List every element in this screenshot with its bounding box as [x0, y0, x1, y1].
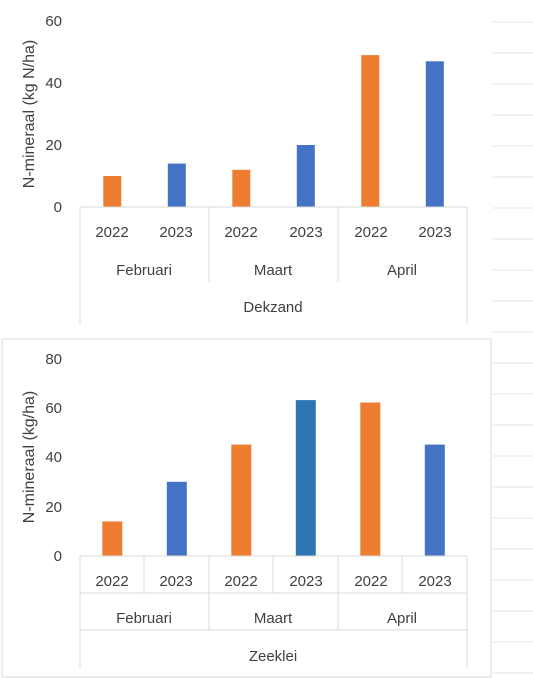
y-tick-label: 80	[45, 351, 62, 368]
bar-series	[102, 400, 445, 557]
year-label: 2022	[95, 573, 128, 590]
year-label: 2022	[95, 224, 128, 241]
y-axis-label: N-mineraal (kg N/ha)	[21, 40, 38, 188]
bar-dekzand-3	[232, 169, 251, 207]
bar-series	[103, 55, 444, 207]
y-tick-label: 60	[45, 400, 62, 417]
y-tick-label: 0	[54, 199, 62, 216]
y-tick-label: 20	[45, 499, 62, 516]
chart-frame	[1, 338, 492, 678]
bar-zeeklei-1	[102, 521, 123, 556]
sheet-gridlines	[493, 21, 533, 674]
year-label: 2023	[418, 224, 451, 241]
bar-zeeklei-4	[295, 400, 316, 556]
bar-zeeklei-5	[360, 402, 381, 556]
year-label: 2022	[354, 573, 387, 590]
bar-dekzand-6	[425, 61, 444, 207]
chart-dekzand: N-mineraal (kg N/ha) 0 20 40 60 2022 202…	[21, 13, 468, 324]
year-label: 2023	[289, 573, 322, 590]
month-label: Maart	[254, 610, 293, 627]
bar-dekzand-1	[103, 176, 122, 207]
year-label: 2022	[224, 573, 257, 590]
y-axis-label: N-mineraal (kg/ha)	[21, 391, 38, 523]
year-label: 2023	[289, 224, 322, 241]
month-label: Februari	[116, 610, 172, 627]
month-label: Februari	[116, 262, 172, 279]
y-tick-label: 0	[54, 548, 62, 565]
y-tick-label: 40	[45, 449, 62, 466]
month-label: April	[387, 610, 417, 627]
month-label: Maart	[254, 262, 293, 279]
bar-zeeklei-3	[231, 444, 252, 556]
bar-dekzand-2	[167, 163, 186, 207]
year-label: 2022	[354, 224, 387, 241]
y-tick-label: 20	[45, 137, 62, 154]
chart-zeeklei: N-mineraal (kg/ha) 0 20 40 60 80 2022 20…	[1, 338, 492, 678]
month-label: April	[387, 262, 417, 279]
year-label: 2023	[159, 224, 192, 241]
bar-zeeklei-6	[424, 444, 445, 556]
bar-zeeklei-2	[166, 481, 187, 557]
year-label: 2023	[159, 573, 192, 590]
y-tick-label: 40	[45, 75, 62, 92]
year-label: 2022	[224, 224, 257, 241]
bar-dekzand-4	[296, 145, 315, 207]
group-label: Dekzand	[243, 299, 302, 316]
bar-dekzand-5	[361, 55, 380, 207]
category-axis	[79, 206, 468, 324]
group-label: Zeeklei	[249, 648, 297, 665]
y-tick-label: 60	[45, 13, 62, 30]
year-label: 2023	[418, 573, 451, 590]
category-axis	[79, 555, 468, 668]
